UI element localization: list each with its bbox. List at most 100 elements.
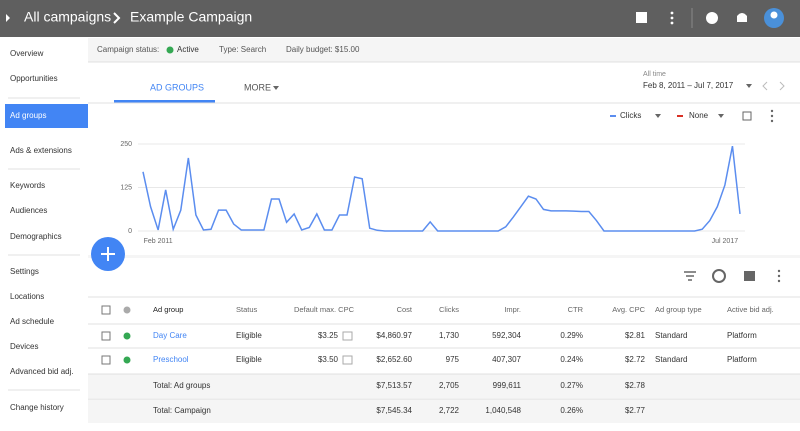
total-cell: 1,040,548 (485, 406, 521, 415)
column-header[interactable]: Clicks (439, 305, 459, 314)
total-cell: $7,513.57 (376, 381, 412, 390)
total-cell: 2,722 (439, 406, 460, 415)
nav-item[interactable]: Settings (10, 267, 39, 276)
tab-active[interactable]: AD GROUPS (150, 82, 204, 92)
y-tick-label: 125 (120, 184, 132, 191)
date-range[interactable]: Feb 8, 2011 – Jul 7, 2017 (643, 81, 734, 90)
column-header[interactable]: Default max. CPC (294, 305, 355, 314)
cell: Standard (655, 331, 687, 340)
breadcrumb-current: Example Campaign (130, 9, 252, 25)
total-cell: 999,611 (493, 381, 522, 390)
status-dot (123, 306, 131, 314)
total-cell: 2,705 (439, 381, 460, 390)
column-header[interactable]: Ad group type (655, 305, 702, 314)
nav-item[interactable]: Locations (10, 292, 44, 301)
checkbox[interactable] (101, 331, 111, 341)
column-header[interactable]: Impr. (504, 305, 521, 314)
sidebar (0, 37, 88, 431)
nav-item[interactable]: Demographics (10, 232, 62, 241)
more-icon[interactable] (670, 11, 674, 25)
nav-item[interactable]: Devices (10, 342, 38, 351)
checkbox[interactable] (101, 355, 111, 365)
tab-more[interactable]: MORE (244, 82, 271, 92)
nav-item[interactable]: Change history (10, 403, 64, 412)
status-dot (123, 332, 131, 340)
cell: Eligible (236, 355, 262, 364)
total-row (88, 399, 800, 423)
total-row (88, 374, 800, 398)
cell: $4,860.97 (376, 331, 412, 340)
cell: 0.29% (560, 331, 583, 340)
total-cell: $2.77 (625, 406, 646, 415)
add-icon (101, 247, 115, 261)
cell: Platform (727, 355, 757, 364)
nav-item[interactable]: Advanced bid adj. (10, 367, 74, 376)
total-cell: Total: Campaign (153, 406, 211, 415)
top-bar (0, 0, 800, 37)
total-cell: Total: Ad groups (153, 381, 210, 390)
nav-item[interactable]: Ad groups (10, 111, 46, 120)
bid-chart-icon[interactable] (342, 355, 353, 365)
notifications-icon[interactable] (737, 13, 747, 22)
y-tick-label: 0 (128, 228, 132, 235)
tab-underline (114, 100, 215, 103)
nav-selected (5, 104, 88, 128)
menu-toggle[interactable] (6, 14, 10, 22)
nav-item[interactable]: Audiences (10, 206, 47, 215)
bid-chart-icon[interactable] (342, 331, 353, 341)
cell: 592,304 (492, 331, 521, 340)
more-icon[interactable] (770, 109, 774, 123)
segment-icon[interactable] (712, 269, 726, 283)
data-line (142, 145, 741, 232)
expand-icon[interactable] (742, 111, 752, 121)
help-icon[interactable] (706, 12, 718, 24)
checkbox[interactable] (101, 305, 111, 315)
cell: $3.25 (318, 331, 339, 340)
column-header[interactable]: Active bid adj. (727, 305, 774, 314)
cell: Standard (655, 355, 687, 364)
dropdown-arrow (746, 84, 752, 88)
nav-item[interactable]: Ads & extensions (10, 146, 72, 155)
cell: $2.72 (625, 355, 646, 364)
date-range-label: All time (643, 71, 666, 78)
campaign-type: Type: Search (219, 45, 266, 54)
dropdown-arrow (655, 114, 661, 118)
prev-arrow[interactable] (762, 81, 768, 91)
total-cell: 0.26% (560, 406, 583, 415)
breadcrumb-separator (113, 12, 121, 24)
nav-item[interactable]: Keywords (10, 181, 45, 190)
legend-label[interactable]: Clicks (620, 111, 641, 120)
cell: $2,652.60 (376, 355, 412, 364)
legend-label[interactable]: None (689, 111, 709, 120)
x-tick-label: Jul 2017 (712, 238, 739, 245)
columns-icon[interactable] (744, 271, 755, 281)
column-header[interactable]: CTR (568, 305, 584, 314)
total-cell: $2.78 (625, 381, 646, 390)
total-cell: 0.27% (560, 381, 583, 390)
cell: 1,730 (439, 331, 460, 340)
filter-icon[interactable] (684, 271, 696, 281)
x-tick-label: Feb 2011 (144, 238, 173, 245)
reports-icon[interactable] (636, 12, 647, 23)
status-dot (123, 356, 131, 364)
dropdown-arrow (718, 114, 724, 118)
total-cell: $7,545.34 (376, 406, 412, 415)
nav-item[interactable]: Ad schedule (10, 317, 55, 326)
more-icon[interactable] (777, 269, 781, 283)
chart-panel (88, 62, 800, 255)
cell: 407,307 (492, 355, 521, 364)
breadcrumb-root[interactable]: All campaigns (24, 9, 111, 25)
column-header[interactable]: Cost (397, 305, 413, 314)
nav-item[interactable]: Opportunities (10, 74, 58, 83)
column-header[interactable]: Ad group (153, 305, 183, 314)
column-header[interactable]: Status (236, 305, 258, 314)
cell: 975 (446, 355, 460, 364)
column-header[interactable]: Avg. CPC (612, 305, 645, 314)
status-dot (166, 46, 174, 54)
ad-group-link[interactable]: Day Care (153, 331, 187, 340)
cell: $3.50 (318, 355, 339, 364)
nav-item[interactable]: Overview (10, 49, 44, 58)
ad-group-link[interactable]: Preschool (153, 355, 189, 364)
next-arrow[interactable] (779, 81, 785, 91)
